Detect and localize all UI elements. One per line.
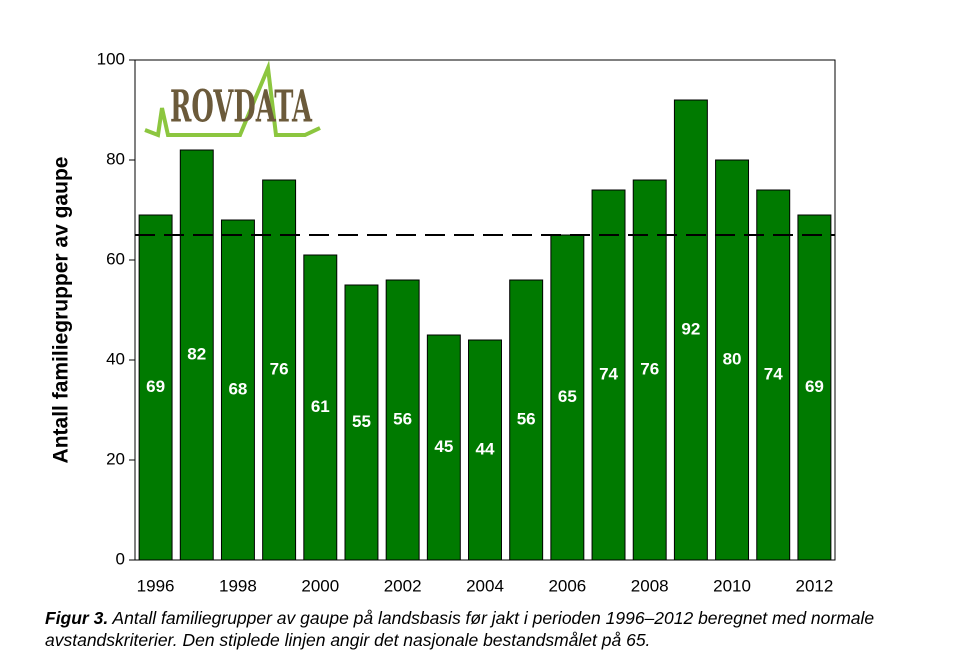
- x-tick-label: 2004: [466, 576, 504, 595]
- y-tick-label: 60: [106, 249, 125, 268]
- bar: [797, 214, 832, 561]
- x-tick-label: 2012: [795, 576, 833, 595]
- value-label: 55: [352, 412, 371, 431]
- bar: [756, 189, 791, 561]
- bar: [179, 149, 214, 561]
- value-label: 92: [681, 319, 700, 338]
- value-label: 68: [228, 379, 247, 398]
- bar: [426, 334, 461, 561]
- bar: [715, 159, 750, 561]
- bar: [509, 279, 544, 561]
- caption-label: Figur 3.: [45, 608, 109, 628]
- x-tick-label: 2002: [384, 576, 422, 595]
- value-label: 44: [476, 439, 495, 458]
- value-label: 80: [723, 349, 742, 368]
- bar: [673, 99, 708, 561]
- chart: Antall familiegrupper av gaupe 0 20 40 60 80…: [50, 49, 836, 595]
- y-tick-label: 20: [106, 449, 125, 468]
- bar: [550, 234, 585, 561]
- bar: [385, 279, 420, 561]
- logo-text: ROVDATA: [170, 82, 313, 133]
- x-tick-label: 2008: [631, 576, 669, 595]
- logo-line: [144, 60, 321, 138]
- caption: Figur 3. Antall familiegrupper av gaupe …: [45, 607, 945, 651]
- x-tick-label: 1998: [219, 576, 257, 595]
- x-tick-label: 1996: [137, 576, 175, 595]
- value-label: 69: [146, 377, 165, 396]
- bar: [220, 219, 255, 561]
- y-axis-label: Antall familiegrupper av gaupe: [50, 157, 73, 464]
- value-label: 76: [640, 359, 659, 378]
- bar: [344, 284, 379, 561]
- bar: [303, 254, 338, 561]
- bar: [591, 189, 626, 561]
- value-label: 74: [764, 364, 783, 383]
- plot-frame: [134, 59, 836, 561]
- y-tick-label: 80: [106, 149, 125, 168]
- value-label: 56: [517, 409, 536, 428]
- value-label: 56: [393, 409, 412, 428]
- value-label: 69: [805, 377, 824, 396]
- bar: [632, 179, 667, 561]
- value-label: 82: [187, 344, 206, 363]
- x-tick-label: 2006: [548, 576, 586, 595]
- bar: [262, 179, 297, 561]
- y-tick-label: 100: [97, 49, 125, 68]
- value-label: 65: [558, 387, 577, 406]
- x-tick-label: 2000: [301, 576, 339, 595]
- value-label: 74: [599, 364, 618, 383]
- value-label: 45: [434, 437, 453, 456]
- value-label: 61: [311, 397, 330, 416]
- caption-text: Antall familiegrupper av gaupe på landsb…: [45, 608, 875, 650]
- x-tick-label: 2010: [713, 576, 751, 595]
- y-tick-label: 0: [116, 549, 125, 568]
- value-label: 76: [270, 359, 289, 378]
- y-tick-label: 40: [106, 349, 125, 368]
